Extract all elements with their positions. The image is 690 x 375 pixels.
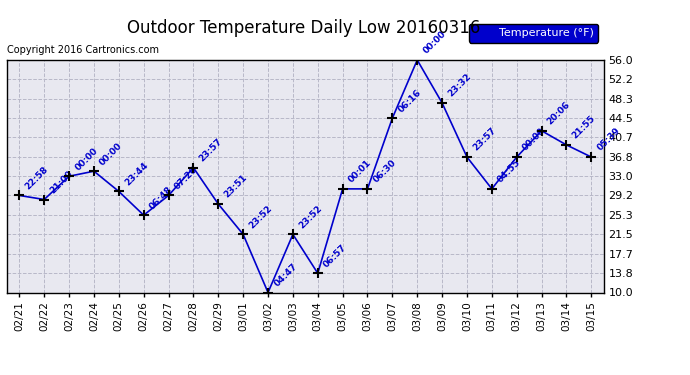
Text: 23:32: 23:32 xyxy=(446,72,473,99)
Text: 21:55: 21:55 xyxy=(571,114,598,141)
Text: Copyright 2016 Cartronics.com: Copyright 2016 Cartronics.com xyxy=(7,45,159,55)
Text: 22:58: 22:58 xyxy=(23,165,50,191)
Text: 00:01: 00:01 xyxy=(347,158,373,185)
Text: 00:00: 00:00 xyxy=(98,141,124,167)
Text: 23:52: 23:52 xyxy=(297,204,324,230)
Text: Outdoor Temperature Daily Low 20160316: Outdoor Temperature Daily Low 20160316 xyxy=(127,19,480,37)
Text: 04:47: 04:47 xyxy=(272,261,299,288)
Text: 23:57: 23:57 xyxy=(197,137,224,164)
Text: 00:00: 00:00 xyxy=(521,127,547,153)
Text: 07:26: 07:26 xyxy=(172,165,199,191)
Text: 06:30: 06:30 xyxy=(372,158,398,185)
Text: 20:06: 20:06 xyxy=(546,100,572,127)
Text: 00:00: 00:00 xyxy=(73,146,99,172)
Text: 23:52: 23:52 xyxy=(247,204,274,230)
Text: 06:57: 06:57 xyxy=(322,243,348,269)
Legend: Temperature (°F): Temperature (°F) xyxy=(469,24,598,43)
Text: 05:39: 05:39 xyxy=(595,126,622,153)
Text: 23:51: 23:51 xyxy=(222,173,249,200)
Text: 06:16: 06:16 xyxy=(397,87,423,114)
Text: 21:00: 21:00 xyxy=(48,169,75,195)
Text: 06:48: 06:48 xyxy=(148,184,175,211)
Text: 04:55: 04:55 xyxy=(496,158,522,185)
Text: 00:00: 00:00 xyxy=(422,30,448,56)
Text: 23:57: 23:57 xyxy=(471,126,497,153)
Text: 23:44: 23:44 xyxy=(123,160,150,187)
